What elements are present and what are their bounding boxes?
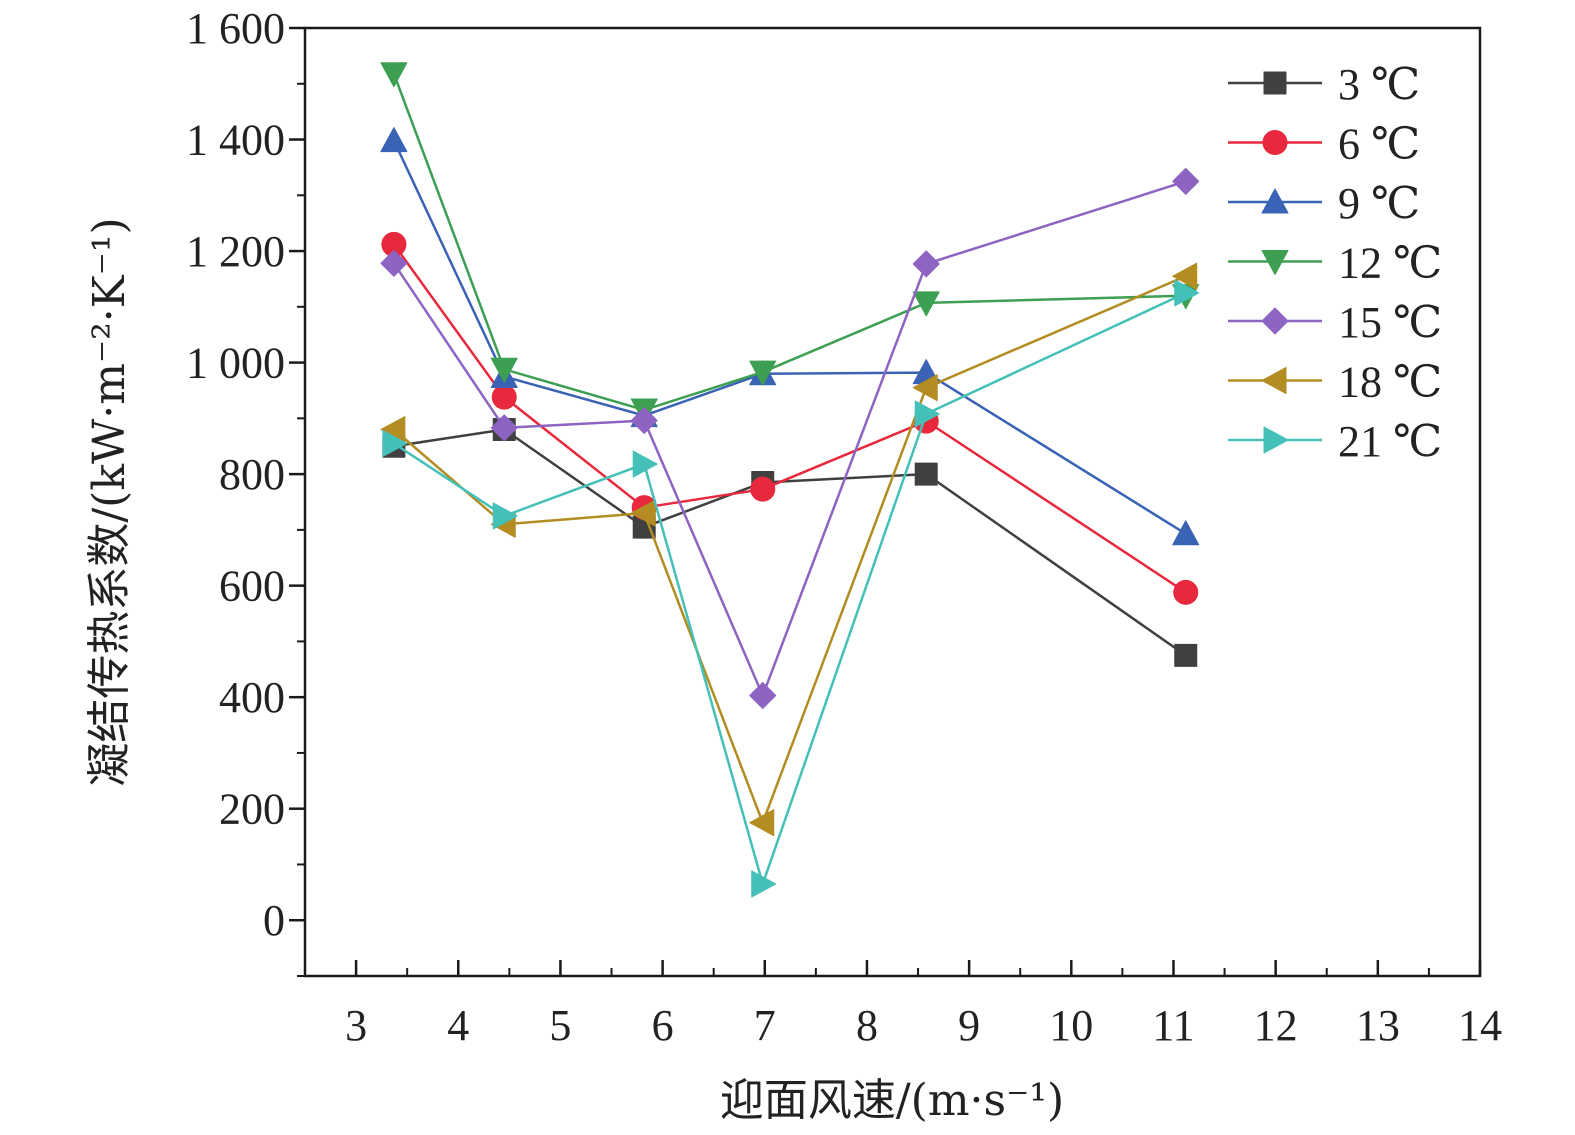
data-point	[1174, 643, 1198, 667]
legend-marker	[1261, 367, 1287, 394]
legend-label: 9 ℃	[1338, 179, 1420, 228]
x-tick-label: 7	[754, 1001, 776, 1050]
x-axis-ticks: 3 4 5 6 7 8 9 10 11 12 13 14	[345, 960, 1502, 1050]
data-point	[914, 400, 940, 428]
data-point	[380, 62, 408, 88]
legend-marker	[1261, 188, 1289, 214]
x-tick-label: 14	[1458, 1001, 1502, 1050]
series-line	[392, 140, 1187, 535]
series-line	[392, 243, 1187, 594]
x-tick-label: 11	[1152, 1001, 1194, 1050]
series-layer	[380, 62, 1200, 898]
data-point	[382, 429, 408, 457]
data-point	[380, 249, 408, 277]
series-line	[392, 73, 1186, 412]
y-tick-label: 1 400	[186, 116, 285, 165]
data-point	[1173, 579, 1199, 605]
data-point	[751, 870, 777, 898]
y-tick-label: 0	[263, 896, 285, 945]
y-tick-label: 1 600	[186, 4, 285, 53]
series-line	[393, 428, 1187, 657]
x-tick-label: 9	[958, 1001, 980, 1050]
data-point	[630, 407, 658, 435]
x-tick-label: 4	[447, 1001, 469, 1050]
legend: 3 ℃ 6 ℃ 9 ℃ 12 ℃ 15 ℃ 18 ℃ 21 ℃	[1228, 60, 1442, 466]
series-line	[392, 180, 1187, 697]
legend-item: 3 ℃	[1228, 60, 1420, 109]
legend-marker	[1261, 307, 1289, 335]
y-tick-label: 800	[219, 450, 285, 499]
data-point	[1172, 262, 1198, 290]
data-point	[490, 357, 518, 383]
data-point	[750, 476, 776, 502]
legend-marker	[1261, 250, 1289, 275]
data-point	[749, 360, 777, 386]
legend-label: 18 ℃	[1338, 358, 1442, 407]
y-tick-label: 600	[219, 562, 285, 611]
legend-item: 21 ℃	[1228, 417, 1442, 466]
x-tick-label: 5	[549, 1001, 571, 1050]
y-tick-label: 1 000	[186, 339, 285, 388]
data-point	[380, 127, 408, 153]
x-tick-label: 8	[856, 1001, 878, 1050]
y-axis-ticks: 0 200 400 600 800 1 000 1 200 1 400 1 600	[186, 4, 305, 977]
series-6	[382, 279, 1200, 898]
y-tick-label: 1 200	[186, 227, 285, 276]
legend-label: 12 ℃	[1338, 239, 1442, 288]
legend-marker	[1262, 130, 1288, 155]
x-axis-title: 迎面风速/(m·s⁻¹)	[720, 1075, 1064, 1126]
legend-label: 6 ℃	[1338, 120, 1420, 169]
data-point	[630, 499, 656, 527]
x-tick-label: 10	[1049, 1001, 1093, 1050]
data-point	[1172, 167, 1200, 195]
data-point	[749, 682, 777, 710]
x-tick-label: 3	[345, 1001, 367, 1050]
series-line	[393, 275, 1187, 824]
data-point	[492, 502, 518, 530]
x-tick-label: 6	[652, 1001, 674, 1050]
legend-marker	[1263, 426, 1289, 454]
legend-label: 3 ℃	[1338, 60, 1420, 109]
data-point	[490, 414, 518, 442]
series-line	[393, 291, 1187, 886]
data-point	[914, 462, 938, 486]
data-point	[912, 374, 938, 402]
legend-item: 15 ℃	[1228, 298, 1442, 347]
y-tick-label: 400	[219, 673, 285, 722]
y-tick-label: 200	[219, 785, 285, 834]
legend-marker	[1263, 71, 1287, 95]
legend-item: 9 ℃	[1228, 179, 1420, 228]
legend-item: 12 ℃	[1228, 239, 1442, 288]
data-point	[491, 384, 517, 410]
series-4	[380, 167, 1200, 710]
data-point	[1172, 520, 1200, 546]
x-tick-label: 13	[1356, 1001, 1400, 1050]
plot-frame	[303, 26, 1482, 978]
data-point	[1174, 279, 1200, 307]
legend-item: 6 ℃	[1228, 120, 1420, 169]
y-axis-title: 凝结传热系数/(kW·m⁻²·K⁻¹)	[84, 217, 135, 786]
data-point	[749, 809, 775, 837]
data-point	[912, 250, 940, 278]
legend-label: 21 ℃	[1338, 417, 1442, 466]
data-point	[912, 291, 940, 317]
x-tick-label: 12	[1254, 1001, 1298, 1050]
legend-item: 18 ℃	[1228, 358, 1442, 407]
legend-label: 15 ℃	[1338, 298, 1442, 347]
data-point	[632, 450, 658, 478]
